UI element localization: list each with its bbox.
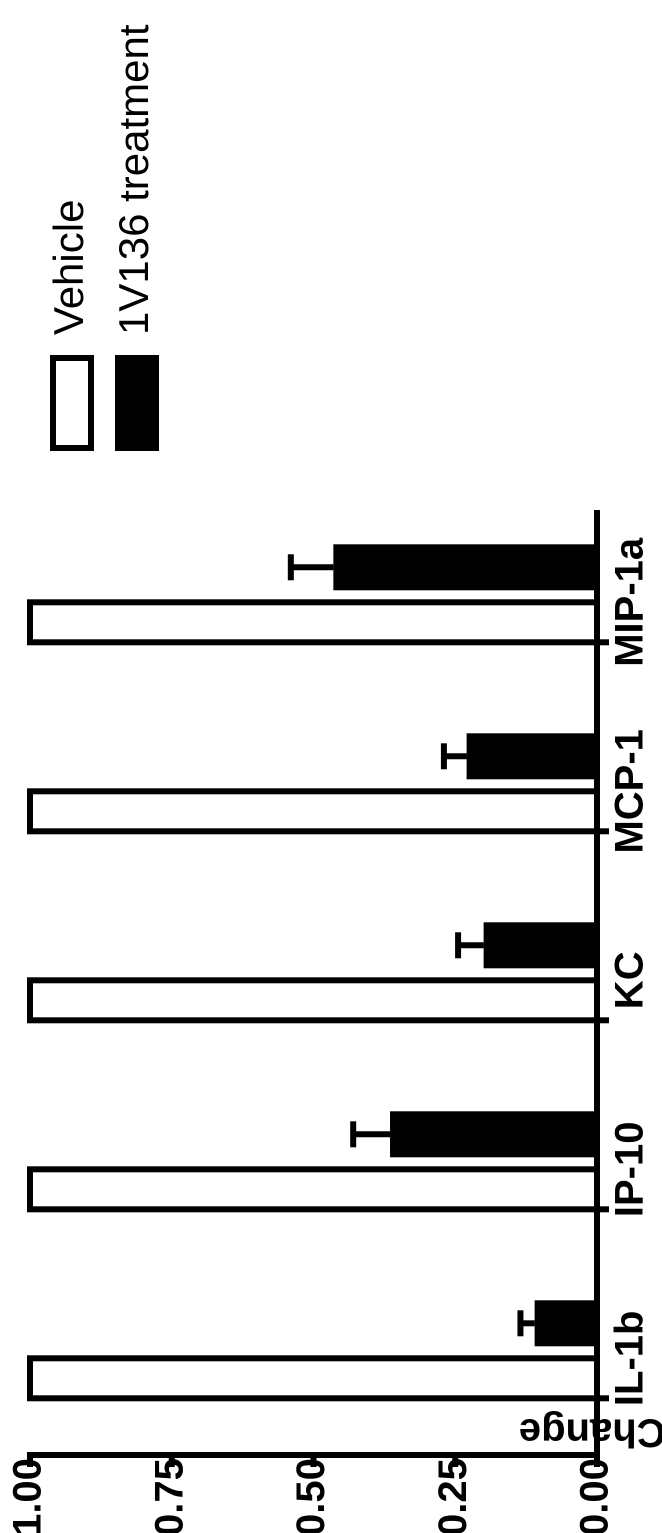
bar xyxy=(390,1111,597,1158)
legend-label: Vehicle xyxy=(45,200,92,335)
bar xyxy=(333,544,597,591)
legend-swatch xyxy=(50,355,94,451)
bar xyxy=(27,977,600,1024)
x-tick-label: IL-1b xyxy=(608,1311,652,1407)
bar xyxy=(27,1166,600,1213)
x-tick-label: MIP-1a xyxy=(608,537,652,667)
bar xyxy=(27,599,600,646)
bar xyxy=(27,1355,600,1402)
y-tick-label: 0.25 xyxy=(431,1458,475,1533)
x-tick-label: MCP-1 xyxy=(608,729,652,853)
bar xyxy=(483,922,597,969)
x-tick-label: KC xyxy=(608,951,652,1009)
y-tick-label: 0.00 xyxy=(573,1458,617,1533)
bar xyxy=(27,788,600,835)
x-tick-label: IP-10 xyxy=(608,1121,652,1217)
bar xyxy=(466,733,597,780)
y-tick-label: 1.00 xyxy=(6,1458,50,1533)
legend-label: 1V136 treatment xyxy=(110,24,157,335)
legend-swatch xyxy=(115,355,159,451)
y-tick-label: 0.50 xyxy=(289,1458,333,1533)
y-tick-label: 0.75 xyxy=(147,1458,191,1533)
axis-label: Fold Change xyxy=(519,1410,662,1454)
bar xyxy=(534,1300,597,1347)
